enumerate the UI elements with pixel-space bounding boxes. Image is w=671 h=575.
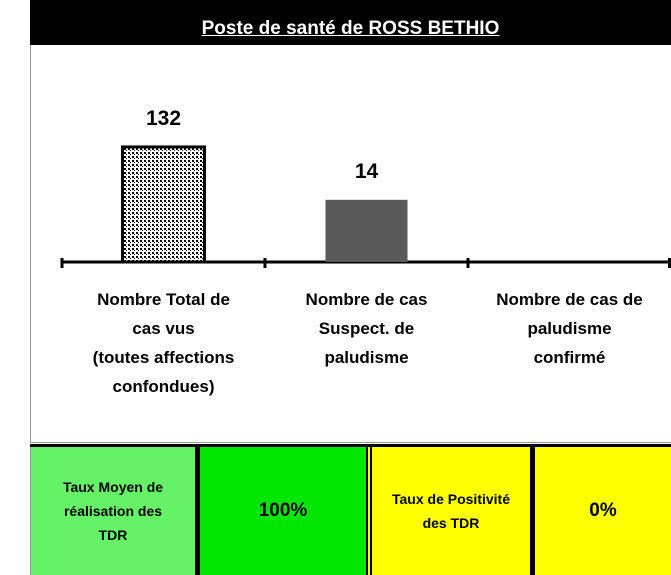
indicator-label: Taux de Positivité des TDR [366, 447, 535, 575]
indicator-label: Taux Moyen de réalisation des TDR [30, 447, 200, 575]
x-tick-label: Nombre Total de cas vus (toutes affectio… [92, 290, 235, 396]
x-tick-label: Nombre de cas de paludisme confirmé [496, 290, 643, 367]
bar [121, 145, 206, 264]
indicator-row: Taux Moyen de réalisation des TDR 100% Tau… [30, 444, 671, 575]
data-label: 14 [355, 160, 379, 183]
chart-box [30, 45, 671, 443]
indicator-value: 0% [535, 447, 671, 575]
x-tick-label: Nombre de cas Suspect. de paludisme [305, 290, 428, 367]
data-label: 132 [146, 107, 181, 130]
chart: 132 14 [60, 107, 671, 268]
bar [325, 199, 408, 262]
indicator-value: 100% [200, 447, 366, 575]
chart-title: Poste de santé de ROSS BETHIO [30, 0, 671, 45]
